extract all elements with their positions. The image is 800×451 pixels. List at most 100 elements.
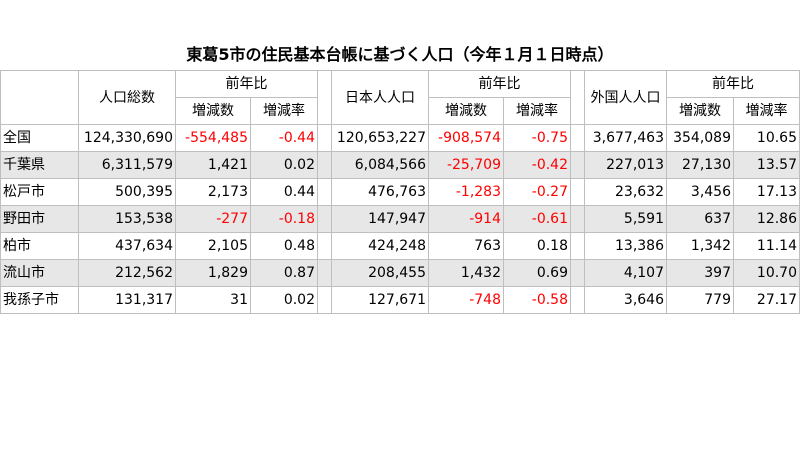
gap-cell	[317, 205, 332, 233]
japanese-rate: 0.69	[503, 259, 571, 287]
foreign-rate: 11.14	[733, 232, 800, 260]
gap-cell	[317, 70, 332, 125]
total-rate: 0.02	[250, 286, 318, 314]
gap-cell	[570, 286, 585, 314]
gap-cell	[570, 151, 585, 179]
total-population: 131,317	[78, 286, 176, 314]
total-rate: 0.02	[250, 151, 318, 179]
foreign-population: 3,677,463	[584, 124, 667, 152]
table-row: 野田市 153,538 -277 -0.18 147,947 -914 -0.61 5,591…	[0, 205, 800, 233]
foreign-population: 5,591	[584, 205, 667, 233]
foreign-rate: 13.57	[733, 151, 800, 179]
table-body: 全国 124,330,690 -554,485 -0.44 120,653,227 -90…	[0, 124, 800, 314]
foreign-population: 227,013	[584, 151, 667, 179]
foreign-change: 354,089	[666, 124, 734, 152]
japanese-rate: -0.61	[503, 205, 571, 233]
region-name: 我孫子市	[0, 286, 79, 314]
population-table: 人口総数 前年比 日本人人口 前年比 外国人人口 前年比 増減数 増減率 増減数…	[0, 70, 800, 314]
table-title: 東葛5市の住民基本台帳に基づく人口（今年１月１日時点）	[186, 45, 614, 64]
total-rate: 0.87	[250, 259, 318, 287]
gap-cell	[317, 232, 332, 260]
header-total-change: 増減数	[175, 97, 251, 125]
foreign-population: 23,632	[584, 178, 667, 206]
foreign-population: 3,646	[584, 286, 667, 314]
foreign-change: 3,456	[666, 178, 734, 206]
total-change: 1,829	[175, 259, 251, 287]
gap-cell	[570, 178, 585, 206]
table-row: 我孫子市 131,317 31 0.02 127,671 -748 -0.58 3,646 77…	[0, 286, 800, 314]
japanese-change: -908,574	[428, 124, 504, 152]
foreign-rate: 27.17	[733, 286, 800, 314]
header-foreign-yoy: 前年比	[666, 70, 800, 98]
gap-cell	[317, 124, 332, 152]
foreign-rate: 10.65	[733, 124, 800, 152]
japanese-rate: -0.75	[503, 124, 571, 152]
japanese-population: 476,763	[331, 178, 429, 206]
gap-cell	[570, 232, 585, 260]
header-name-cell	[0, 70, 79, 125]
total-rate: -0.44	[250, 124, 318, 152]
japanese-population: 147,947	[331, 205, 429, 233]
region-name: 野田市	[0, 205, 79, 233]
foreign-rate: 12.86	[733, 205, 800, 233]
gap-cell	[570, 259, 585, 287]
total-rate: 0.44	[250, 178, 318, 206]
gap-cell	[570, 70, 585, 125]
foreign-change: 397	[666, 259, 734, 287]
total-change: 1,421	[175, 151, 251, 179]
gap-cell	[570, 205, 585, 233]
japanese-rate: -0.27	[503, 178, 571, 206]
total-change: 2,105	[175, 232, 251, 260]
gap-cell	[317, 286, 332, 314]
header-japanese-yoy: 前年比	[428, 70, 571, 98]
table-row: 全国 124,330,690 -554,485 -0.44 120,653,227 -90…	[0, 124, 800, 152]
japanese-change: -1,283	[428, 178, 504, 206]
gap-cell	[317, 178, 332, 206]
region-name: 柏市	[0, 232, 79, 260]
japanese-rate: -0.58	[503, 286, 571, 314]
japanese-change: 1,432	[428, 259, 504, 287]
header-foreign-rate: 増減率	[733, 97, 800, 125]
region-name: 全国	[0, 124, 79, 152]
header-total-rate: 増減率	[250, 97, 318, 125]
table-row: 柏市 437,634 2,105 0.48 424,248 763 0.18 13,386 1,…	[0, 232, 800, 260]
japanese-population: 6,084,566	[331, 151, 429, 179]
table-row: 松戸市 500,395 2,173 0.44 476,763 -1,283 -0.27 23,…	[0, 178, 800, 206]
region-name: 千葉県	[0, 151, 79, 179]
gap-cell	[570, 124, 585, 152]
total-rate: 0.48	[250, 232, 318, 260]
region-name: 松戸市	[0, 178, 79, 206]
header-japanese: 日本人人口	[331, 70, 429, 125]
total-change: -554,485	[175, 124, 251, 152]
header-total: 人口総数	[78, 70, 176, 125]
japanese-rate: 0.18	[503, 232, 571, 260]
table-row: 千葉県 6,311,579 1,421 0.02 6,084,566 -25,709 -0.…	[0, 151, 800, 179]
japanese-change: -25,709	[428, 151, 504, 179]
header-foreign: 外国人人口	[584, 70, 667, 125]
total-change: 31	[175, 286, 251, 314]
foreign-change: 1,342	[666, 232, 734, 260]
japanese-change: -748	[428, 286, 504, 314]
total-population: 6,311,579	[78, 151, 176, 179]
header-total-yoy: 前年比	[175, 70, 318, 98]
total-population: 153,538	[78, 205, 176, 233]
region-name: 流山市	[0, 259, 79, 287]
foreign-change: 27,130	[666, 151, 734, 179]
japanese-population: 127,671	[331, 286, 429, 314]
foreign-population: 4,107	[584, 259, 667, 287]
total-population: 212,562	[78, 259, 176, 287]
table-row: 流山市 212,562 1,829 0.87 208,455 1,432 0.69 4,107…	[0, 259, 800, 287]
header-japanese-rate: 増減率	[503, 97, 571, 125]
header-row-2: 増減数 増減率 増減数 増減率 増減数 増減率	[1, 97, 800, 125]
foreign-rate: 17.13	[733, 178, 800, 206]
total-population: 437,634	[78, 232, 176, 260]
total-population: 500,395	[78, 178, 176, 206]
japanese-population: 208,455	[331, 259, 429, 287]
foreign-rate: 10.70	[733, 259, 800, 287]
header-row-1: 人口総数 前年比 日本人人口 前年比 外国人人口 前年比	[0, 70, 800, 125]
japanese-population: 120,653,227	[331, 124, 429, 152]
gap-cell	[317, 259, 332, 287]
header-japanese-change: 増減数	[428, 97, 504, 125]
gap-cell	[317, 151, 332, 179]
total-rate: -0.18	[250, 205, 318, 233]
